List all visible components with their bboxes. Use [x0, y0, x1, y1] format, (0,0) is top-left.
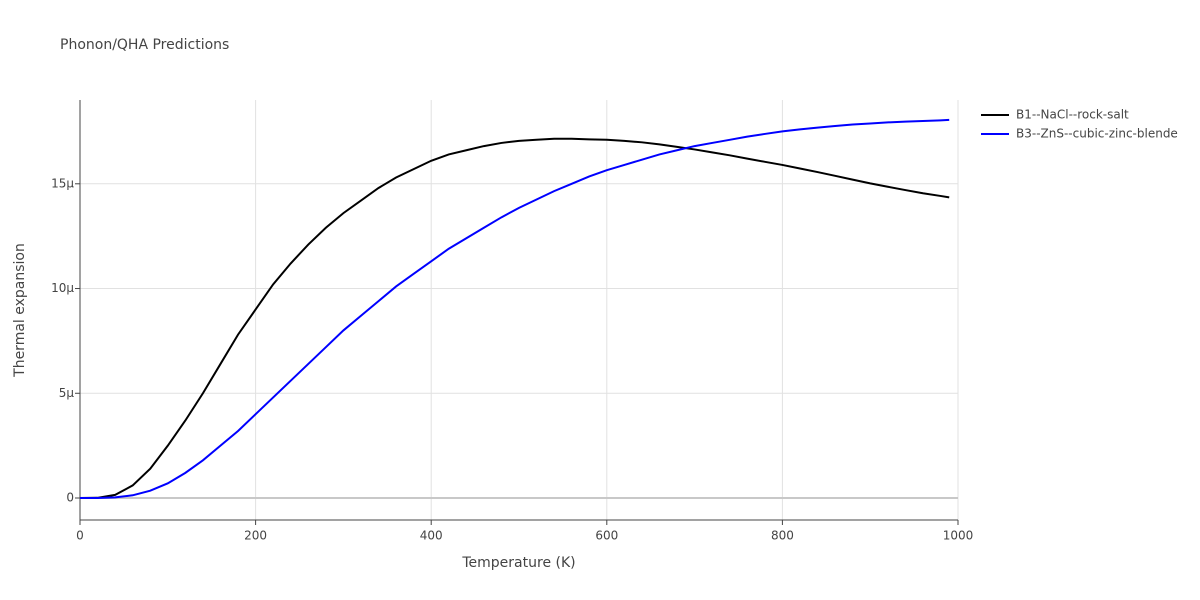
chart-title: Phonon/QHA Predictions	[60, 37, 229, 53]
y-tick-label: 0	[66, 491, 74, 505]
legend-label: B1--NaCl--rock-salt	[1016, 108, 1129, 122]
legend-label: B3--ZnS--cubic-zinc-blende	[1016, 127, 1178, 141]
x-tick-label: 200	[244, 529, 267, 543]
y-axis-label: Thermal expansion	[12, 243, 28, 378]
x-tick-label: 1000	[943, 529, 974, 543]
y-tick-label: 15μ	[51, 176, 74, 190]
y-tick-label: 10μ	[51, 281, 74, 295]
line-series	[80, 118, 950, 499]
line-series	[79, 137, 950, 499]
x-axis-label: Temperature (K)	[461, 555, 575, 571]
x-tick-label: 600	[595, 529, 618, 543]
y-tick-label: 5μ	[59, 386, 75, 400]
x-tick-label: 400	[420, 529, 443, 543]
x-tick-label: 800	[771, 529, 794, 543]
x-tick-label: 0	[76, 529, 84, 543]
